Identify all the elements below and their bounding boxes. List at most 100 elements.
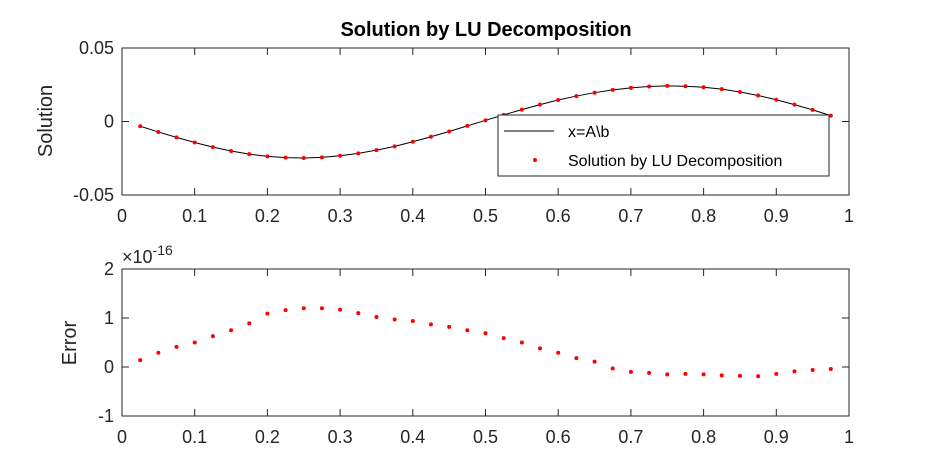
error-x-tick-label: 0.6 bbox=[546, 427, 571, 447]
solution-data-point bbox=[428, 134, 433, 139]
error-data-point bbox=[283, 308, 288, 313]
solution-data-point bbox=[301, 155, 306, 160]
error-data-point bbox=[792, 369, 797, 374]
error-axes: 0 0.1 0.2 0.3 0.4 0.5 0.6 0.7 0.8 0.9 1 210-1 ×10-… bbox=[59, 242, 854, 447]
error-x-tick-label: 1 bbox=[844, 427, 854, 447]
solution-data-point bbox=[229, 149, 234, 154]
error-y-tick-label: -1 bbox=[98, 406, 114, 426]
solution-data-point bbox=[210, 145, 215, 150]
solution-x-tick-label: 0.1 bbox=[182, 206, 207, 226]
error-data-point bbox=[610, 366, 615, 371]
solution-data-point bbox=[719, 87, 724, 92]
error-x-tick-label: 0.4 bbox=[400, 427, 425, 447]
solution-x-tick-label: 0.2 bbox=[255, 206, 280, 226]
solution-data-point bbox=[356, 151, 361, 156]
solution-data-point bbox=[556, 98, 561, 103]
error-data-point bbox=[719, 373, 724, 378]
error-data-point bbox=[538, 346, 543, 351]
error-data-point bbox=[319, 306, 324, 311]
legend-marker-swatch bbox=[533, 158, 537, 162]
error-data-point bbox=[592, 359, 597, 364]
error-data-point bbox=[465, 328, 470, 333]
error-data-point bbox=[356, 311, 361, 316]
solution-data-point bbox=[628, 85, 633, 90]
solution-data-point bbox=[756, 93, 761, 98]
error-y-tick-label: 0 bbox=[104, 357, 114, 377]
solution-x-tick-label: 0.4 bbox=[400, 206, 425, 226]
error-x-tick-label: 0.2 bbox=[255, 427, 280, 447]
legend: x=A\b Solution by LU Decomposition bbox=[497, 114, 830, 177]
chart-title: Solution by LU Decomposition bbox=[340, 19, 631, 41]
error-data-point bbox=[665, 372, 670, 377]
solution-data-point bbox=[338, 153, 343, 158]
solution-axes: Solution by LU Decomposition 0 0.1 0.2 0.3 0… bbox=[35, 19, 854, 226]
error-data-point bbox=[247, 321, 252, 326]
error-y-tick-label: 1 bbox=[104, 308, 114, 328]
solution-data-point bbox=[519, 107, 524, 112]
error-y-tick-label: 2 bbox=[104, 259, 114, 279]
solution-data-point bbox=[192, 140, 197, 145]
error-x-ticks: 0 0.1 0.2 0.3 0.4 0.5 0.6 0.7 0.8 0.9 1 bbox=[117, 269, 854, 447]
error-x-tick-label: 0.1 bbox=[182, 427, 207, 447]
solution-data-point bbox=[265, 154, 270, 159]
solution-x-tick-label: 0 bbox=[117, 206, 127, 226]
error-data-point bbox=[774, 371, 779, 376]
error-data-point bbox=[556, 350, 561, 355]
solution-y-axis-label: Solution bbox=[35, 85, 57, 157]
solution-y-tick-label: 0.05 bbox=[79, 38, 114, 58]
error-data-point bbox=[756, 374, 761, 379]
solution-data-point bbox=[319, 155, 324, 160]
solution-x-tick-label: 1 bbox=[844, 206, 854, 226]
solution-x-tick-label: 0.5 bbox=[473, 206, 498, 226]
error-data-point bbox=[265, 311, 270, 316]
error-data-point bbox=[828, 366, 833, 371]
error-data-point bbox=[483, 331, 488, 336]
error-data-point bbox=[628, 369, 633, 374]
legend-label-exact: x=A\b bbox=[568, 124, 609, 141]
error-x-tick-label: 0.7 bbox=[618, 427, 643, 447]
error-data-point bbox=[410, 318, 415, 323]
solution-data-point bbox=[683, 84, 688, 89]
error-data-point bbox=[810, 367, 815, 372]
solution-data-point bbox=[283, 155, 288, 160]
error-data-point bbox=[229, 328, 234, 333]
error-data-point bbox=[683, 371, 688, 376]
error-y-axis-label: Error bbox=[59, 320, 81, 365]
solution-data-point bbox=[483, 118, 488, 123]
error-data-point bbox=[647, 370, 652, 375]
error-x-tick-label: 0.9 bbox=[764, 427, 789, 447]
error-y-ticks: 2 1 0 -1 bbox=[98, 259, 849, 426]
solution-data-point bbox=[447, 129, 452, 134]
error-data-point bbox=[428, 322, 433, 327]
solution-data-point bbox=[538, 102, 543, 107]
solution-plot-area bbox=[138, 83, 833, 160]
solution-y-tick-label: -0.05 bbox=[73, 185, 114, 205]
error-data-point bbox=[192, 340, 197, 345]
error-data-point bbox=[701, 372, 706, 377]
solution-data-point bbox=[374, 148, 379, 153]
solution-data-point bbox=[410, 139, 415, 144]
solution-y-ticks: 0.05 0 -0.05 bbox=[73, 38, 849, 205]
solution-data-point bbox=[792, 102, 797, 107]
solution-data-point bbox=[592, 90, 597, 95]
error-data-point bbox=[338, 307, 343, 312]
error-x-tick-label: 0.8 bbox=[691, 427, 716, 447]
error-data-point bbox=[501, 336, 506, 341]
error-x-tick-label: 0.5 bbox=[473, 427, 498, 447]
solution-y-tick-label: 0 bbox=[104, 112, 114, 132]
error-data-point bbox=[447, 324, 452, 329]
solution-data-point bbox=[665, 83, 670, 88]
solution-data-point bbox=[647, 84, 652, 89]
legend-label-lu: Solution by LU Decomposition bbox=[568, 153, 782, 170]
solution-data-point bbox=[247, 152, 252, 157]
error-x-tick-label: 0.3 bbox=[328, 427, 353, 447]
error-data-point bbox=[156, 350, 161, 355]
solution-x-tick-label: 0.3 bbox=[328, 206, 353, 226]
solution-x-tick-label: 0.8 bbox=[691, 206, 716, 226]
error-data-point bbox=[210, 334, 215, 339]
solution-data-point bbox=[174, 135, 179, 140]
solution-data-point bbox=[610, 87, 615, 92]
solution-x-tick-label: 0.7 bbox=[618, 206, 643, 226]
